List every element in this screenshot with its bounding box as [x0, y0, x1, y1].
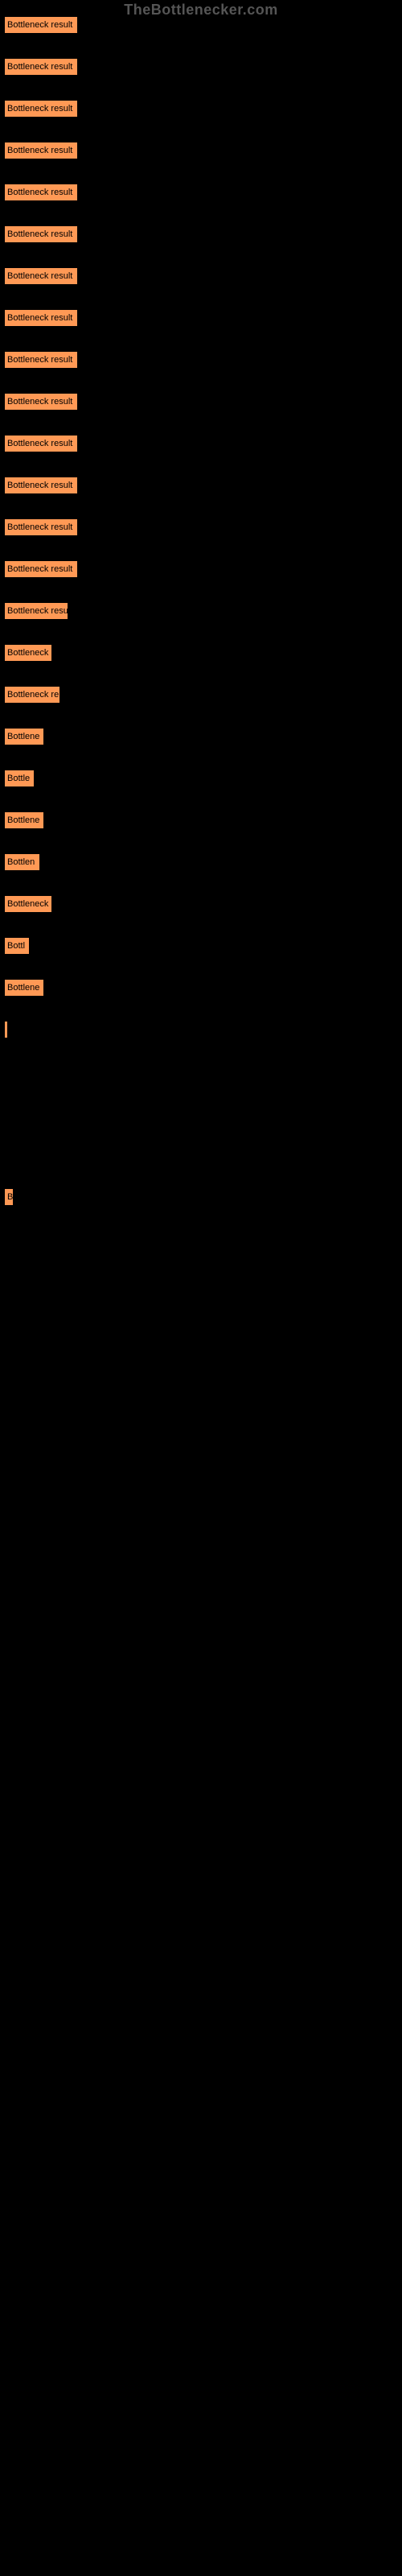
bar-row: Bottl [4, 937, 402, 955]
chart-bar: Bottleneck result [4, 435, 78, 452]
bar-row: Bottlene [4, 728, 402, 745]
bar-label: Bottleneck result [7, 313, 72, 323]
chart-bar: Bottleneck result [4, 477, 78, 494]
bar-row: Bottleneck result [4, 184, 402, 201]
chart-bar: Bottleneck [4, 895, 52, 913]
bar-label: Bottleneck result [7, 355, 72, 365]
chart-bar: Bottleneck resu [4, 602, 68, 620]
watermark-text: TheBottlenecker.com [124, 2, 278, 19]
chart-bar: Bottlene [4, 728, 44, 745]
bar-label: Bottleneck result [7, 146, 72, 155]
bar-row: Bottleneck [4, 644, 402, 662]
bar-label: Bottleneck result [7, 229, 72, 239]
bar-label: B [7, 1192, 13, 1202]
bar-label: Bottleneck result [7, 522, 72, 532]
chart-bar: Bottleneck result [4, 225, 78, 243]
bar-label: Bottleneck result [7, 20, 72, 30]
bar-row: Bottleneck result [4, 351, 402, 369]
bar-row: Bottleneck re [4, 686, 402, 704]
chart-bar: Bottleneck result [4, 184, 78, 201]
bar-label: Bottl [7, 941, 25, 951]
bar-row: Bottleneck result [4, 16, 402, 34]
bar-row: Bottleneck result [4, 142, 402, 159]
bar-label: Bottleneck result [7, 104, 72, 114]
bar-label: Bottleneck result [7, 188, 72, 197]
bar-row: Bottleneck [4, 895, 402, 913]
bar-row: Bottleneck result [4, 518, 402, 536]
chart-bar: Bottlene [4, 979, 44, 997]
bar-row: Bottlene [4, 979, 402, 997]
bar-label: Bottleneck result [7, 397, 72, 407]
chart-bar: Bottleneck result [4, 58, 78, 76]
bar-row: B [4, 1188, 402, 1206]
chart-bar: Bottleneck result [4, 100, 78, 118]
chart-bar: Bottl [4, 937, 30, 955]
chart-bar: Bottleneck result [4, 351, 78, 369]
chart-bar: Bottleneck result [4, 309, 78, 327]
bar-label: Bottlen [7, 857, 35, 867]
bar-row [4, 1104, 402, 1122]
bar-label: Bottle [7, 774, 30, 783]
bar-row: Bottlen [4, 853, 402, 871]
chart-bar: Bottleneck result [4, 267, 78, 285]
bar-label: Bottleneck result [7, 439, 72, 448]
bar-chart: Bottleneck result Bottleneck result Bottle… [0, 0, 402, 1206]
bar-row [4, 1063, 402, 1080]
bar-label: Bottleneck re [7, 690, 59, 700]
bar-row: Bottleneck resu [4, 602, 402, 620]
chart-bar: Bottleneck result [4, 16, 78, 34]
bar-row: Bottleneck result [4, 560, 402, 578]
bar-row: Bottleneck result [4, 58, 402, 76]
bar-label: Bottleneck result [7, 62, 72, 72]
bar-row: Bottleneck result [4, 267, 402, 285]
bar-row [4, 1021, 402, 1038]
chart-bar: Bottlene [4, 811, 44, 829]
bar-row: Bottle [4, 770, 402, 787]
chart-bar: Bottleneck [4, 644, 52, 662]
bar-row: Bottlene [4, 811, 402, 829]
chart-bar: Bottleneck result [4, 560, 78, 578]
bar-label: Bottleneck result [7, 271, 72, 281]
chart-bar: Bottle [4, 770, 35, 787]
chart-bar: Bottleneck result [4, 393, 78, 411]
bar-label: Bottleneck result [7, 481, 72, 490]
bar-row: Bottleneck result [4, 225, 402, 243]
bar-row: Bottleneck result [4, 435, 402, 452]
chart-bar [4, 1021, 8, 1038]
chart-bar: Bottlen [4, 853, 40, 871]
chart-bar: Bottleneck re [4, 686, 60, 704]
chart-bar: Bottleneck result [4, 518, 78, 536]
bar-label: Bottleneck result [7, 564, 72, 574]
chart-bar: B [4, 1188, 14, 1206]
bar-label: Bottlene [7, 732, 39, 741]
chart-bar: Bottleneck result [4, 142, 78, 159]
bar-label: Bottleneck [7, 899, 48, 909]
bar-row: Bottleneck result [4, 393, 402, 411]
bar-row: Bottleneck result [4, 100, 402, 118]
bar-row: Bottleneck result [4, 309, 402, 327]
bar-label: Bottleneck [7, 648, 48, 658]
bar-label: Bottlene [7, 815, 39, 825]
bar-row: Bottleneck result [4, 477, 402, 494]
bar-row [4, 1146, 402, 1164]
bar-label: Bottleneck resu [7, 606, 68, 616]
bar-label: Bottlene [7, 983, 39, 993]
